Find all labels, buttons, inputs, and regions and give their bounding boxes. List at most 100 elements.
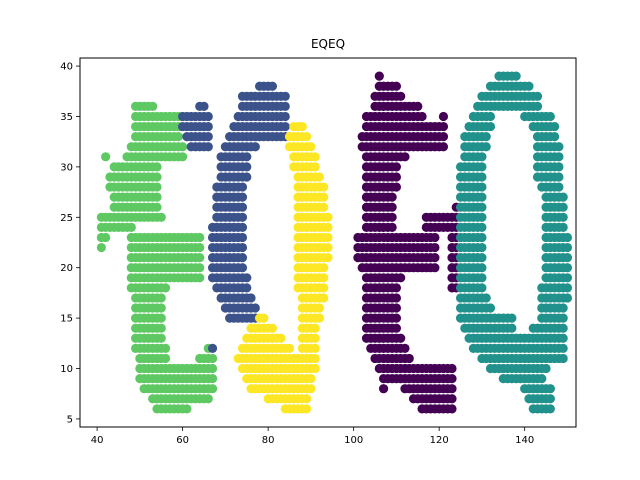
series-Q_left_tail bbox=[233, 121, 333, 414]
data-point bbox=[314, 303, 325, 313]
data-point bbox=[310, 323, 320, 333]
data-point bbox=[481, 293, 491, 303]
data-point bbox=[319, 293, 329, 303]
series-Q_right bbox=[455, 71, 573, 414]
data-point bbox=[558, 353, 568, 364]
data-point bbox=[182, 404, 192, 414]
data-point bbox=[532, 91, 543, 101]
data-point bbox=[477, 232, 487, 243]
data-point bbox=[558, 333, 568, 343]
data-point bbox=[280, 121, 290, 132]
data-point bbox=[242, 273, 252, 283]
data-point bbox=[152, 202, 162, 212]
data-point bbox=[259, 313, 269, 323]
data-point bbox=[310, 363, 320, 374]
data-point bbox=[237, 182, 248, 192]
data-point bbox=[400, 343, 410, 353]
data-point bbox=[541, 363, 551, 374]
data-point bbox=[554, 152, 564, 162]
data-point bbox=[242, 283, 252, 293]
x-tick-label: 60 bbox=[176, 435, 189, 446]
series-E_left bbox=[96, 101, 218, 414]
data-point bbox=[562, 263, 573, 273]
data-point bbox=[242, 152, 252, 162]
data-point bbox=[250, 303, 260, 313]
data-point bbox=[160, 343, 171, 353]
data-point bbox=[391, 293, 402, 303]
axes-frame bbox=[79, 57, 577, 428]
data-points bbox=[96, 71, 573, 414]
data-point bbox=[558, 303, 568, 313]
data-point bbox=[152, 182, 162, 192]
data-point bbox=[485, 111, 496, 122]
data-point bbox=[237, 222, 248, 232]
data-point bbox=[477, 242, 487, 253]
data-point bbox=[152, 162, 162, 172]
data-point bbox=[207, 353, 218, 364]
data-point bbox=[242, 172, 252, 182]
data-point bbox=[524, 81, 534, 91]
data-point bbox=[310, 343, 320, 353]
data-point bbox=[267, 81, 278, 91]
data-point bbox=[558, 212, 568, 222]
data-point bbox=[554, 142, 564, 152]
y-tick-label: 25 bbox=[60, 213, 73, 224]
data-point bbox=[396, 273, 406, 283]
data-point bbox=[237, 263, 248, 273]
data-point bbox=[447, 374, 457, 384]
data-point bbox=[485, 121, 496, 132]
data-point bbox=[297, 121, 307, 132]
data-point bbox=[96, 242, 106, 253]
data-point bbox=[507, 313, 517, 323]
data-point bbox=[156, 303, 166, 313]
data-point bbox=[430, 253, 440, 263]
data-point bbox=[310, 333, 320, 343]
data-point bbox=[195, 273, 205, 283]
data-point bbox=[319, 192, 329, 202]
data-point bbox=[558, 343, 568, 353]
data-point bbox=[323, 242, 333, 253]
data-point bbox=[203, 121, 213, 132]
data-point bbox=[391, 313, 402, 323]
x-tick-label: 140 bbox=[515, 435, 534, 446]
data-point bbox=[545, 394, 555, 404]
data-point bbox=[550, 132, 560, 142]
y-tick-label: 35 bbox=[60, 112, 73, 123]
data-point bbox=[156, 212, 166, 222]
data-point bbox=[387, 192, 397, 202]
data-point bbox=[558, 202, 568, 212]
data-point bbox=[387, 212, 397, 222]
data-point bbox=[554, 162, 564, 172]
data-point bbox=[387, 202, 397, 212]
data-point bbox=[558, 323, 568, 333]
data-point bbox=[323, 232, 333, 243]
data-point bbox=[314, 172, 325, 182]
data-point bbox=[387, 222, 397, 232]
data-point bbox=[554, 182, 564, 192]
data-point bbox=[477, 172, 487, 182]
data-point bbox=[101, 232, 111, 243]
data-point bbox=[396, 91, 406, 101]
data-point bbox=[195, 253, 205, 263]
y-axis: 5 10 15 20 25 30 35 40 bbox=[60, 62, 80, 425]
data-point bbox=[280, 101, 290, 111]
data-point bbox=[237, 242, 248, 253]
data-point bbox=[507, 323, 517, 333]
data-point bbox=[178, 142, 188, 152]
data-point bbox=[310, 152, 320, 162]
y-tick-label: 10 bbox=[60, 364, 73, 375]
data-point bbox=[126, 222, 136, 232]
x-axis: 40 60 80 100 120 140 bbox=[91, 427, 534, 446]
data-point bbox=[545, 384, 555, 394]
data-point bbox=[152, 192, 162, 202]
data-point bbox=[562, 232, 573, 243]
data-point bbox=[396, 333, 406, 343]
data-point bbox=[477, 253, 487, 263]
data-point bbox=[477, 202, 487, 212]
data-point bbox=[203, 132, 213, 142]
data-point bbox=[242, 162, 252, 172]
data-point bbox=[391, 162, 402, 172]
data-point bbox=[306, 142, 316, 152]
data-point bbox=[246, 293, 256, 303]
